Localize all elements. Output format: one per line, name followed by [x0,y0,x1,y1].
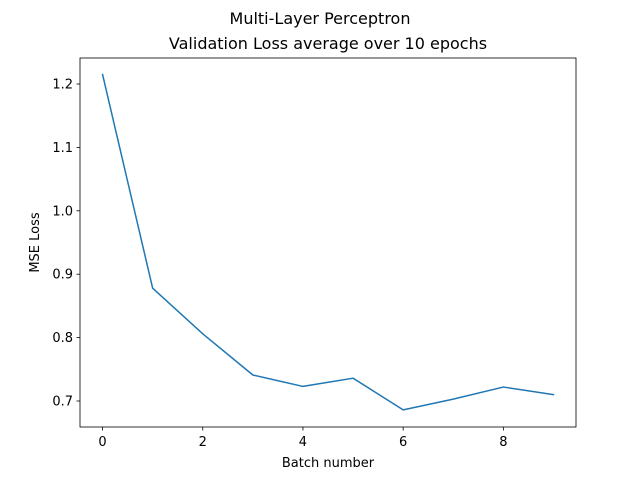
y-axis-ticks: 0.7 0.8 0.9 1.0 1.1 1.2 [52,77,80,409]
y-tick-label: 1.1 [52,141,73,156]
plot-area [80,58,576,427]
x-axis-label: Batch number [282,456,375,471]
x-tick-label: 4 [299,435,307,450]
y-tick-label: 0.8 [52,331,73,346]
x-axis-ticks: 0 2 4 6 8 [98,427,507,450]
y-tick-label: 0.7 [52,395,73,410]
y-tick-label: 1.0 [52,204,73,219]
x-tick-label: 0 [98,435,106,450]
chart-title: Validation Loss average over 10 epochs [169,34,487,53]
y-tick-label: 1.2 [52,77,73,92]
y-axis-label: MSE Loss [28,212,43,273]
chart-suptitle: Multi-Layer Perceptron [230,9,411,28]
y-tick-label: 0.9 [52,268,73,283]
x-tick-label: 2 [199,435,207,450]
x-tick-label: 6 [399,435,407,450]
x-tick-label: 8 [499,435,507,450]
